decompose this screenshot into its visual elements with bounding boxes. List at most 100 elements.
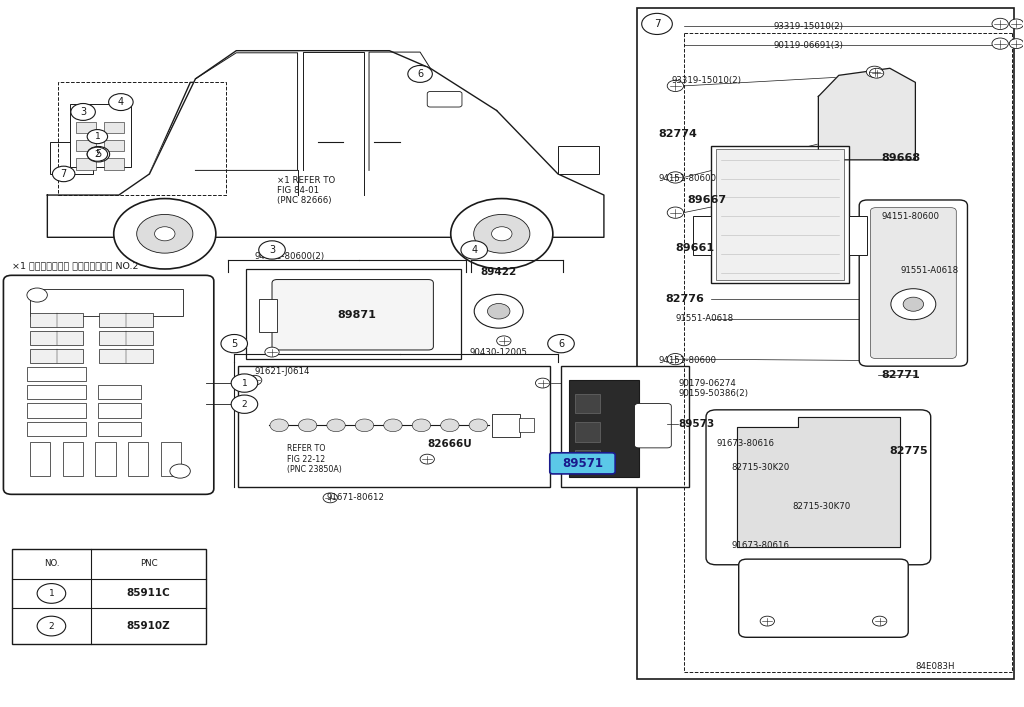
Bar <box>76 158 96 170</box>
Text: 89571: 89571 <box>562 457 603 470</box>
Text: 85911C: 85911C <box>127 588 170 598</box>
FancyBboxPatch shape <box>3 275 214 494</box>
Polygon shape <box>150 51 497 174</box>
Text: 82715-30K20: 82715-30K20 <box>731 463 790 472</box>
FancyBboxPatch shape <box>706 410 931 565</box>
Text: 90179-06274: 90179-06274 <box>679 378 736 387</box>
Bar <box>99 312 153 327</box>
Bar <box>11 549 206 643</box>
Circle shape <box>891 288 936 320</box>
Circle shape <box>469 419 487 432</box>
Text: 91673-80616: 91673-80616 <box>731 541 790 549</box>
FancyBboxPatch shape <box>870 208 956 358</box>
Circle shape <box>474 214 529 253</box>
Circle shape <box>27 288 47 302</box>
Bar <box>27 367 86 381</box>
Bar <box>62 443 83 476</box>
Bar <box>637 8 1015 679</box>
Circle shape <box>248 375 262 385</box>
FancyBboxPatch shape <box>272 279 433 350</box>
Bar <box>849 216 867 255</box>
Circle shape <box>413 419 431 432</box>
FancyBboxPatch shape <box>635 404 672 448</box>
Bar <box>519 419 535 433</box>
Circle shape <box>642 13 673 35</box>
Text: 85910Z: 85910Z <box>127 621 170 631</box>
Bar <box>161 443 181 476</box>
Circle shape <box>668 172 684 183</box>
Text: 3: 3 <box>269 245 275 255</box>
Text: 82715-30K70: 82715-30K70 <box>793 502 851 511</box>
Text: 94151-80600(2): 94151-80600(2) <box>255 252 325 261</box>
Text: 82666U: 82666U <box>427 438 472 449</box>
FancyBboxPatch shape <box>859 200 968 366</box>
Bar <box>50 142 93 174</box>
Text: 82775: 82775 <box>890 445 929 456</box>
Text: 5: 5 <box>231 339 238 349</box>
Bar <box>30 331 83 345</box>
Bar <box>27 404 86 418</box>
Text: 1: 1 <box>94 132 100 141</box>
Bar <box>575 450 600 469</box>
Circle shape <box>114 199 216 269</box>
Circle shape <box>451 199 553 269</box>
Text: FIG 84-01: FIG 84-01 <box>278 187 319 195</box>
Text: 90430-12005: 90430-12005 <box>470 348 527 356</box>
Bar <box>27 385 86 399</box>
Circle shape <box>440 419 459 432</box>
Circle shape <box>536 378 550 388</box>
Text: 94151-80600: 94151-80600 <box>658 175 716 183</box>
Circle shape <box>231 374 258 392</box>
Bar <box>716 149 844 279</box>
Bar <box>30 443 50 476</box>
Text: 91673-80616: 91673-80616 <box>716 439 774 448</box>
Bar <box>70 103 131 167</box>
Bar <box>98 422 141 436</box>
Text: (PNC 82666): (PNC 82666) <box>278 196 332 205</box>
Text: NO.: NO. <box>44 559 59 568</box>
Circle shape <box>668 81 684 91</box>
Circle shape <box>259 241 286 259</box>
Text: 82771: 82771 <box>882 370 921 380</box>
Bar <box>103 158 124 170</box>
Circle shape <box>492 227 512 241</box>
Circle shape <box>155 227 175 241</box>
Circle shape <box>221 334 248 353</box>
Text: PNC: PNC <box>139 559 158 568</box>
Circle shape <box>327 419 345 432</box>
Text: 91551-A0618: 91551-A0618 <box>676 315 733 324</box>
Bar <box>492 414 520 437</box>
Bar <box>569 380 639 477</box>
Circle shape <box>37 617 66 636</box>
Circle shape <box>992 18 1009 30</box>
Circle shape <box>992 38 1009 49</box>
Text: (PNC 23850A): (PNC 23850A) <box>288 465 342 474</box>
Text: 89661: 89661 <box>676 243 715 253</box>
Polygon shape <box>736 417 900 547</box>
Bar <box>128 443 148 476</box>
Bar <box>693 216 711 255</box>
Circle shape <box>87 147 108 161</box>
Bar <box>30 312 83 327</box>
Text: 2: 2 <box>94 150 100 158</box>
Circle shape <box>408 66 432 83</box>
Circle shape <box>136 214 193 253</box>
Text: 84E083H: 84E083H <box>915 662 955 672</box>
Bar <box>76 122 96 133</box>
Bar <box>95 443 116 476</box>
Text: 4: 4 <box>471 245 477 255</box>
Bar <box>103 122 124 133</box>
Circle shape <box>548 334 574 353</box>
Text: 7: 7 <box>653 19 660 29</box>
Text: 6: 6 <box>417 69 423 79</box>
Text: 3: 3 <box>80 107 86 117</box>
Circle shape <box>1010 19 1024 29</box>
Circle shape <box>487 303 510 319</box>
Text: 5: 5 <box>95 149 101 159</box>
Text: 82774: 82774 <box>658 129 697 139</box>
Text: 2: 2 <box>48 621 54 631</box>
Circle shape <box>384 419 402 432</box>
Circle shape <box>298 419 316 432</box>
Text: 6: 6 <box>558 339 564 349</box>
Circle shape <box>37 583 66 603</box>
